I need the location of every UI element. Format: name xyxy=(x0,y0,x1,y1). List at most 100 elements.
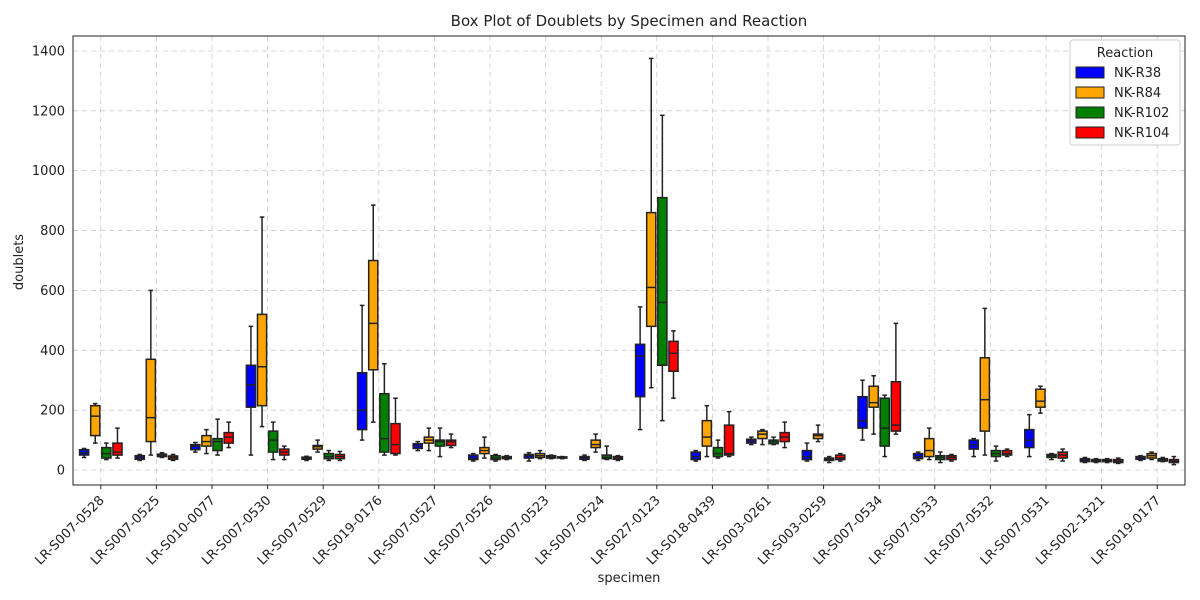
box-nk-r38 xyxy=(1135,454,1146,462)
box-nk-r38 xyxy=(912,451,924,462)
box-nk-r102 xyxy=(490,453,501,462)
box-nk-r104 xyxy=(167,453,179,462)
y-axis-title: doublets xyxy=(12,234,27,290)
box-nk-r84 xyxy=(534,449,546,460)
y-tick-label: 200 xyxy=(40,404,65,419)
box-nk-r84 xyxy=(89,402,101,444)
box-nk-r104 xyxy=(556,455,568,460)
box-nk-r38 xyxy=(468,452,479,462)
box-iqr xyxy=(701,419,713,447)
box-nk-r102 xyxy=(768,436,779,446)
box-iqr xyxy=(212,437,223,452)
box-iqr xyxy=(634,343,646,398)
box-nk-r38 xyxy=(801,442,813,462)
box-nk-r102 xyxy=(1101,457,1113,464)
box-nk-r102 xyxy=(434,427,446,458)
box-iqr xyxy=(379,392,390,453)
box-nk-r104 xyxy=(668,330,679,399)
box-nk-r84 xyxy=(590,433,601,453)
box-nk-r104 xyxy=(834,452,846,462)
box-iqr xyxy=(367,259,379,371)
box-nk-r38 xyxy=(857,379,868,441)
box-nk-r38 xyxy=(579,454,590,462)
box-nk-r102 xyxy=(823,455,835,464)
box-iqr xyxy=(445,439,457,447)
y-tick-label: 1400 xyxy=(32,44,65,59)
box-nk-r104 xyxy=(390,397,401,456)
box-nk-r38 xyxy=(1079,456,1091,464)
box-nk-r104 xyxy=(612,454,624,462)
legend-swatch xyxy=(1075,126,1105,139)
box-nk-r84 xyxy=(1090,457,1102,464)
box-nk-r102 xyxy=(545,454,557,460)
grid-layer xyxy=(73,36,1185,485)
box-iqr xyxy=(857,395,868,429)
box-nk-r104 xyxy=(946,453,957,462)
legend-swatch xyxy=(1075,86,1105,99)
box-iqr xyxy=(112,442,123,456)
box-nk-r102 xyxy=(879,394,891,458)
box-nk-r104 xyxy=(223,421,234,449)
box-iqr xyxy=(1024,428,1035,449)
box-iqr xyxy=(657,196,668,367)
box-nk-r102 xyxy=(990,445,1002,462)
box-iqr xyxy=(89,404,101,437)
box-nk-r38 xyxy=(134,453,146,462)
legend-swatch xyxy=(1075,106,1105,119)
legend-label: NK-R38 xyxy=(1114,66,1161,81)
box-nk-r38 xyxy=(634,306,646,431)
box-nk-r102 xyxy=(712,439,724,459)
x-axis-title: specimen xyxy=(598,571,661,586)
box-nk-r84 xyxy=(201,428,212,455)
box-nk-r84 xyxy=(312,439,323,453)
box-iqr xyxy=(712,446,724,458)
y-tick-label: 1000 xyxy=(32,164,65,179)
box-iqr xyxy=(879,397,891,447)
y-axis-ticks: 0 200 400 600 800 1000 1200 1400 xyxy=(32,44,65,478)
box-iqr xyxy=(890,380,902,432)
box-iqr xyxy=(267,430,279,453)
box-iqr xyxy=(668,340,679,373)
box-iqr xyxy=(1035,388,1046,408)
box-nk-r102 xyxy=(323,449,335,462)
box-nk-r38 xyxy=(968,437,980,458)
box-nk-r104 xyxy=(779,421,790,449)
box-nk-r38 xyxy=(412,440,424,452)
box-nk-r38 xyxy=(523,451,535,462)
legend-swatch xyxy=(1075,66,1105,79)
box-nk-r84 xyxy=(1146,451,1157,461)
plot-frame xyxy=(72,35,1186,486)
box-nk-r104 xyxy=(278,445,290,461)
box-iqr xyxy=(723,424,735,456)
box-iqr xyxy=(645,211,657,328)
box-nk-r38 xyxy=(78,447,90,459)
y-tick-label: 800 xyxy=(40,224,65,239)
box-nk-r102 xyxy=(212,418,223,456)
legend-items: NK-R38 NK-R84 NK-R102 NK-R104 xyxy=(1075,66,1169,141)
box-nk-r102 xyxy=(1046,452,1057,461)
y-tick-label: 400 xyxy=(40,344,65,359)
box-nk-r84 xyxy=(423,427,435,452)
box-nk-r84 xyxy=(812,424,824,443)
box-nk-r38 xyxy=(746,436,757,446)
box-nk-r104 xyxy=(723,410,735,458)
box-nk-r104 xyxy=(112,427,123,459)
box-nk-r38 xyxy=(245,325,257,456)
legend-label: NK-R102 xyxy=(1114,106,1169,121)
x-axis-ticks: LR-S007-0528LR-S007-0525LR-S010-0077LR-S… xyxy=(32,485,1164,568)
box-iqr xyxy=(390,422,401,455)
box-iqr xyxy=(434,439,446,447)
box-nk-r38 xyxy=(690,449,702,462)
box-nk-r38 xyxy=(190,441,201,453)
box-iqr xyxy=(245,364,257,408)
box-nk-r84 xyxy=(145,289,157,456)
box-nk-r102 xyxy=(267,421,279,461)
box-nk-r104 xyxy=(334,450,346,462)
box-nk-r104 xyxy=(1001,448,1013,458)
box-nk-r38 xyxy=(1024,413,1035,458)
box-nk-r84 xyxy=(479,436,490,459)
legend: Reaction NK-R38 NK-R84 NK-R102 NK-R104 xyxy=(1069,39,1181,146)
box-nk-r104 xyxy=(501,454,512,461)
chart-title: Box Plot of Doublets by Specimen and Rea… xyxy=(451,12,808,30)
box-nk-r84 xyxy=(923,427,935,461)
